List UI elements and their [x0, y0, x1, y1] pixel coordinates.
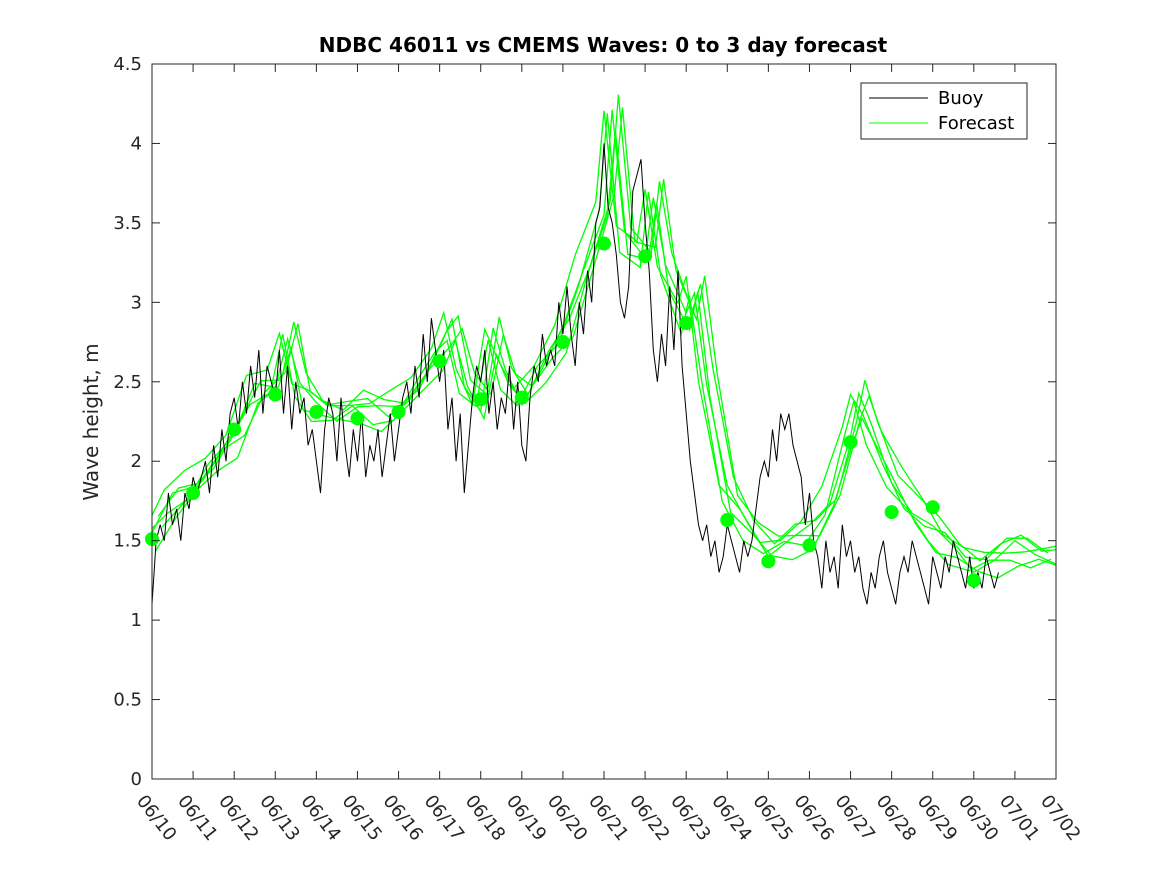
- forecast-start-marker: [843, 435, 858, 450]
- forecast-start-marker: [966, 573, 981, 588]
- x-tick-label: 06/22: [625, 791, 673, 845]
- x-tick-label: 06/20: [543, 791, 591, 845]
- x-tick-label: 06/30: [954, 791, 1002, 845]
- forecast-line-2: [152, 113, 1052, 572]
- forecast-start-marker: [720, 513, 735, 528]
- forecast-start-marker: [761, 554, 776, 569]
- legend-buoy-label: Buoy: [938, 88, 984, 109]
- chart-title: NDBC 46011 vs CMEMS Waves: 0 to 3 day fo…: [319, 33, 888, 57]
- x-axis-ticks: 06/1006/1106/1206/1306/1406/1506/1606/17…: [132, 64, 1085, 845]
- y-tick-label: 0.5: [113, 690, 142, 711]
- y-axis-label: Wave height, m: [79, 343, 103, 500]
- x-tick-label: 06/26: [790, 791, 838, 845]
- x-tick-label: 06/10: [132, 791, 180, 845]
- x-tick-label: 06/28: [872, 791, 920, 845]
- forecast-start-marker: [638, 249, 653, 264]
- x-tick-label: 06/21: [584, 791, 632, 845]
- x-tick-label: 06/29: [913, 791, 961, 845]
- forecast-line-3: [161, 107, 1056, 554]
- x-tick-label: 06/14: [296, 791, 344, 845]
- x-tick-label: 06/16: [379, 791, 427, 845]
- y-tick-label: 0: [131, 769, 142, 790]
- legend-forecast-label: Forecast: [938, 113, 1014, 134]
- forecast-line-0: [152, 109, 1056, 574]
- y-tick-label: 2: [131, 451, 142, 472]
- forecast-start-marker: [391, 404, 406, 419]
- forecast-start-marker: [555, 335, 570, 350]
- x-tick-label: 06/12: [214, 791, 262, 845]
- x-tick-label: 07/02: [1036, 791, 1084, 845]
- axes: [151, 63, 1057, 780]
- forecast-start-markers: [145, 236, 981, 588]
- buoy-series: [152, 143, 999, 605]
- legend: Buoy Forecast: [860, 82, 1028, 140]
- forecast-start-marker: [227, 422, 242, 437]
- plot-frame: [151, 63, 1057, 780]
- forecast-start-marker: [350, 411, 365, 426]
- x-tick-label: 06/15: [338, 791, 386, 845]
- x-tick-label: 06/24: [707, 791, 755, 845]
- forecast-start-marker: [802, 538, 817, 553]
- x-tick-label: 06/25: [748, 791, 796, 845]
- y-tick-label: 2.5: [113, 372, 142, 393]
- forecast-start-marker: [186, 486, 201, 500]
- x-tick-label: 06/13: [255, 791, 303, 845]
- y-tick-label: 4: [131, 133, 142, 154]
- x-tick-label: 07/01: [995, 791, 1043, 845]
- legend-box: [860, 82, 1028, 140]
- x-tick-label: 06/18: [461, 791, 509, 845]
- x-tick-label: 06/19: [502, 791, 550, 845]
- forecast-start-marker: [268, 387, 283, 402]
- forecast-start-marker: [925, 500, 940, 515]
- x-tick-label: 06/23: [666, 791, 714, 845]
- forecast-start-marker: [309, 404, 324, 419]
- y-tick-label: 3.5: [113, 213, 142, 234]
- y-tick-label: 1: [131, 610, 142, 631]
- forecast-start-marker: [514, 390, 529, 405]
- y-tick-label: 4.5: [113, 54, 142, 75]
- y-axis-ticks: 0 0.5 1 1.5 2 2.5 3 3.5 4 4.5: [113, 54, 1056, 790]
- forecast-start-marker: [473, 392, 488, 407]
- y-tick-label: 3: [131, 292, 142, 313]
- forecast-line-5: [152, 110, 1049, 561]
- buoy-line-path: [152, 143, 999, 605]
- y-tick-label: 1.5: [113, 531, 142, 552]
- x-tick-label: 06/17: [420, 791, 468, 845]
- forecast-start-marker: [884, 505, 899, 520]
- x-tick-label: 06/11: [173, 791, 221, 845]
- forecast-start-marker: [679, 315, 694, 330]
- forecast-start-marker: [432, 354, 447, 369]
- x-tick-label: 06/27: [831, 791, 879, 845]
- forecast-start-marker: [597, 236, 611, 251]
